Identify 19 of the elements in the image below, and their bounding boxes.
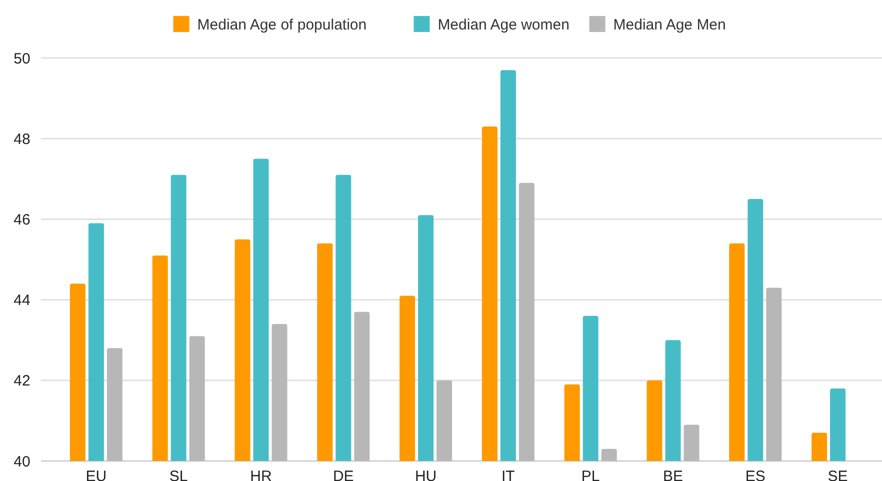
x-tick-label: EU	[86, 468, 107, 481]
y-tick-label: 42	[14, 372, 30, 390]
y-tick-label: 44	[14, 292, 30, 310]
legend-label: Median Age Men	[613, 16, 726, 34]
x-tick-label: SL	[169, 468, 188, 481]
y-tick-label: 50	[14, 50, 30, 68]
legend-label: Median Age women	[438, 16, 570, 34]
x-tick-label: HR	[250, 468, 272, 481]
x-tick-label: IT	[502, 468, 515, 481]
x-tick-label: DE	[332, 468, 354, 481]
legend-label: Median Age of population	[197, 16, 367, 34]
x-tick-label: PL	[581, 468, 600, 481]
x-tick-label: SE	[828, 468, 848, 481]
y-tick-label: 48	[14, 130, 30, 148]
x-tick-label: BE	[662, 468, 684, 481]
x-tick-label: ES	[745, 468, 766, 481]
x-tick-label: HU	[414, 468, 437, 481]
y-tick-label: 46	[14, 211, 30, 228]
y-tick-label: 40	[14, 453, 30, 470]
